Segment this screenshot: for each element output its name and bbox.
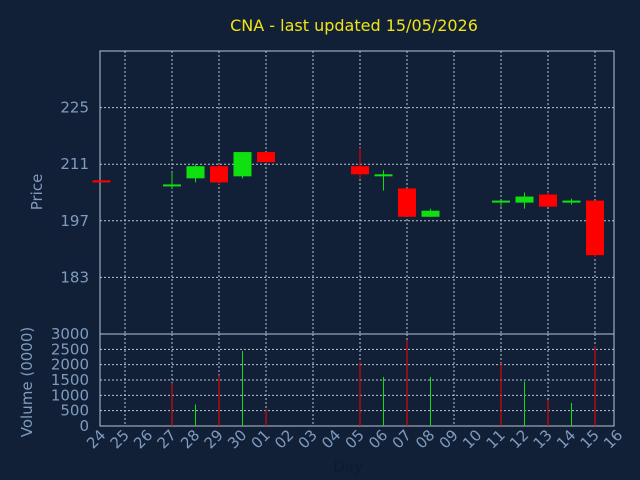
candle-body <box>233 152 252 177</box>
x-tick-label: 14 <box>553 426 579 452</box>
volume-panel: 0500100015002000250030002425262728293001… <box>51 325 627 452</box>
volume-frame <box>99 333 615 427</box>
x-tick-label: 13 <box>530 426 556 452</box>
x-tick-label: 11 <box>483 426 509 452</box>
price-frame <box>99 50 615 335</box>
volume-tick-label: 3000 <box>51 325 89 343</box>
x-tick-label: 09 <box>436 426 462 452</box>
volume-tick-label: 1500 <box>51 371 89 389</box>
candle-body <box>257 152 275 163</box>
candle-body <box>539 194 557 207</box>
x-tick-label: 16 <box>600 426 626 452</box>
x-tick-label: 04 <box>318 426 344 452</box>
volume-tick-label: 500 <box>60 402 89 420</box>
x-tick-label: 01 <box>248 426 274 452</box>
price-panel: 183 197 211 225 <box>60 50 615 335</box>
chart-title: CNA - last updated 15/05/2026 <box>230 16 478 35</box>
x-tick-label: 27 <box>154 426 180 452</box>
volume-tick-label: 2500 <box>51 340 89 358</box>
x-tick-label: 28 <box>177 426 203 452</box>
price-tick-label: 211 <box>60 155 89 173</box>
x-tick-label: 29 <box>201 426 227 452</box>
volume-axis-label: Volume (0000) <box>18 327 36 437</box>
x-tick-label: 26 <box>130 426 156 452</box>
candle-body <box>562 200 581 203</box>
candle-body <box>163 184 181 187</box>
x-axis-label: Day <box>333 458 363 476</box>
candle-body <box>586 200 604 256</box>
x-tick-label: 05 <box>342 426 368 452</box>
price-tick-label: 225 <box>60 99 89 117</box>
x-tick-label: 30 <box>224 426 250 452</box>
candle-body <box>374 174 393 177</box>
candle-body <box>210 166 228 183</box>
x-tick-label: 03 <box>295 426 321 452</box>
x-tick-label: 15 <box>577 426 603 452</box>
candle-body <box>515 196 534 203</box>
candle-body <box>398 188 416 217</box>
x-tick-label: 02 <box>271 426 297 452</box>
x-tick-label: 07 <box>389 426 415 452</box>
price-axis-label: Price <box>28 174 46 211</box>
volume-tick-label: 2000 <box>51 356 89 374</box>
x-tick-label: 12 <box>506 426 532 452</box>
volume-tick-label: 0 <box>79 417 89 435</box>
price-tick-label: 183 <box>60 268 89 286</box>
x-tick-label: 25 <box>107 426 133 452</box>
price-tick-label: 197 <box>60 212 89 230</box>
x-tick-label: 10 <box>459 426 485 452</box>
candle-body <box>351 166 369 175</box>
candle-body <box>186 166 205 179</box>
candle-body <box>492 200 510 203</box>
candle-body <box>92 180 111 183</box>
x-tick-label: 08 <box>412 426 438 452</box>
volume-tick-label: 1000 <box>51 386 89 404</box>
candle-body <box>421 210 440 217</box>
x-tick-label: 06 <box>365 426 391 452</box>
